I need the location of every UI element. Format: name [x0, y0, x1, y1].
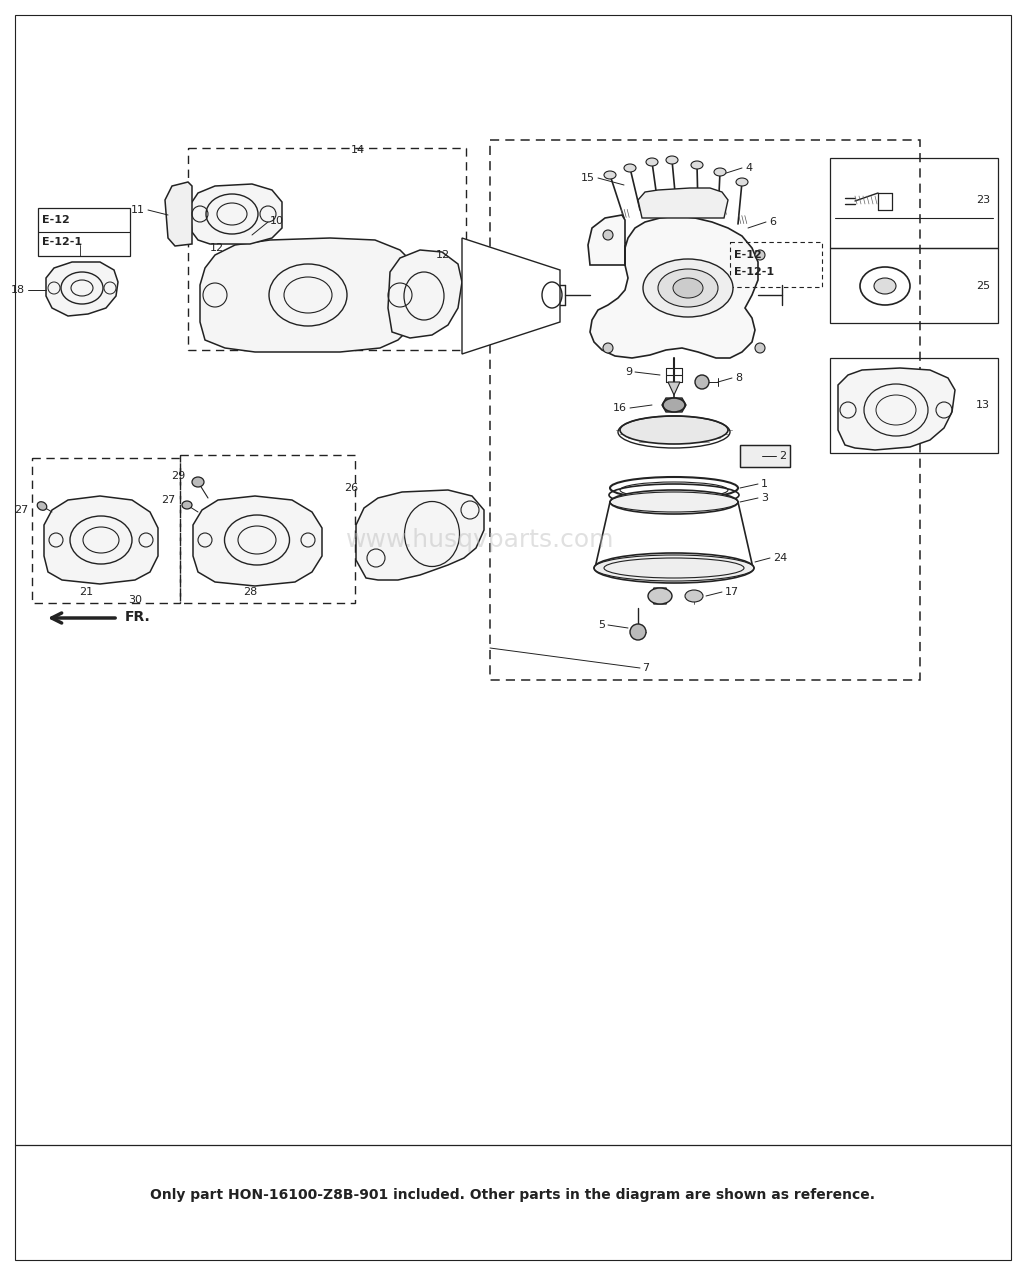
Ellipse shape	[610, 490, 738, 515]
Ellipse shape	[685, 590, 703, 602]
Text: 1: 1	[761, 479, 768, 489]
Text: 4: 4	[745, 163, 752, 173]
Ellipse shape	[690, 161, 703, 169]
Text: 12: 12	[436, 250, 450, 260]
Ellipse shape	[594, 553, 754, 582]
Text: 16: 16	[613, 403, 627, 413]
Polygon shape	[356, 490, 484, 580]
Bar	[740, 445, 790, 467]
Ellipse shape	[624, 164, 636, 172]
Bar	[32, 458, 180, 603]
Text: 25: 25	[976, 282, 990, 291]
Ellipse shape	[643, 259, 733, 317]
Text: 7: 7	[642, 663, 649, 673]
Text: 17: 17	[725, 588, 739, 596]
Polygon shape	[165, 182, 192, 246]
Ellipse shape	[620, 416, 728, 444]
Text: 6: 6	[770, 218, 776, 227]
Text: E-12: E-12	[42, 215, 70, 225]
Text: 24: 24	[773, 553, 787, 563]
Polygon shape	[668, 381, 680, 396]
Circle shape	[603, 230, 613, 241]
Text: 27: 27	[13, 506, 28, 515]
Bar	[731, 242, 822, 287]
Text: 12: 12	[210, 243, 224, 253]
Text: 11: 11	[131, 205, 145, 215]
Ellipse shape	[736, 178, 748, 186]
Text: 5: 5	[598, 620, 605, 630]
Polygon shape	[200, 238, 420, 352]
Ellipse shape	[658, 269, 718, 307]
Polygon shape	[46, 262, 118, 316]
Bar	[740, 445, 790, 467]
Text: 3: 3	[761, 493, 768, 503]
Bar	[830, 157, 998, 248]
Polygon shape	[462, 238, 560, 355]
Text: www.husqvparts.com: www.husqvparts.com	[346, 527, 615, 552]
Ellipse shape	[182, 500, 192, 509]
Text: 28: 28	[243, 588, 258, 596]
Circle shape	[755, 343, 765, 353]
Bar	[830, 358, 998, 453]
Ellipse shape	[695, 375, 709, 389]
Ellipse shape	[673, 278, 703, 298]
Ellipse shape	[666, 156, 678, 164]
Ellipse shape	[663, 398, 685, 412]
Polygon shape	[662, 398, 686, 412]
Text: 26: 26	[344, 483, 358, 493]
Text: E-12-1: E-12-1	[734, 268, 775, 276]
Text: 29: 29	[170, 471, 185, 481]
Text: 23: 23	[976, 195, 990, 205]
Polygon shape	[388, 250, 462, 338]
Polygon shape	[44, 495, 158, 584]
Text: 30: 30	[128, 595, 142, 605]
Circle shape	[755, 250, 765, 260]
Circle shape	[603, 343, 613, 353]
Ellipse shape	[646, 157, 658, 166]
Text: 8: 8	[735, 372, 742, 383]
Text: 18: 18	[11, 285, 25, 294]
Ellipse shape	[874, 278, 896, 294]
Text: Only part HON-16100-Z8B-901 included. Other parts in the diagram are shown as re: Only part HON-16100-Z8B-901 included. Ot…	[151, 1188, 875, 1202]
Bar	[188, 148, 466, 349]
Text: FR.: FR.	[125, 611, 151, 623]
Polygon shape	[650, 588, 670, 604]
Ellipse shape	[604, 172, 616, 179]
Bar	[830, 248, 998, 323]
Polygon shape	[588, 215, 758, 358]
Polygon shape	[838, 369, 955, 451]
Polygon shape	[193, 495, 322, 586]
Ellipse shape	[192, 477, 204, 486]
Text: 2: 2	[779, 451, 786, 461]
Polygon shape	[638, 188, 728, 218]
Text: 13: 13	[976, 399, 990, 410]
Text: 21: 21	[79, 588, 93, 596]
Ellipse shape	[714, 168, 726, 175]
Ellipse shape	[37, 502, 47, 511]
Ellipse shape	[648, 588, 672, 604]
Bar	[180, 454, 355, 603]
Text: E-12: E-12	[734, 250, 761, 260]
Bar	[38, 207, 130, 256]
Polygon shape	[190, 184, 282, 244]
Text: 15: 15	[581, 173, 595, 183]
Text: 9: 9	[625, 367, 632, 378]
Bar	[490, 140, 920, 680]
Text: 14: 14	[351, 145, 365, 155]
Text: 27: 27	[161, 495, 175, 506]
Text: E-12-1: E-12-1	[42, 237, 82, 247]
Ellipse shape	[630, 623, 646, 640]
Text: 10: 10	[270, 216, 284, 227]
